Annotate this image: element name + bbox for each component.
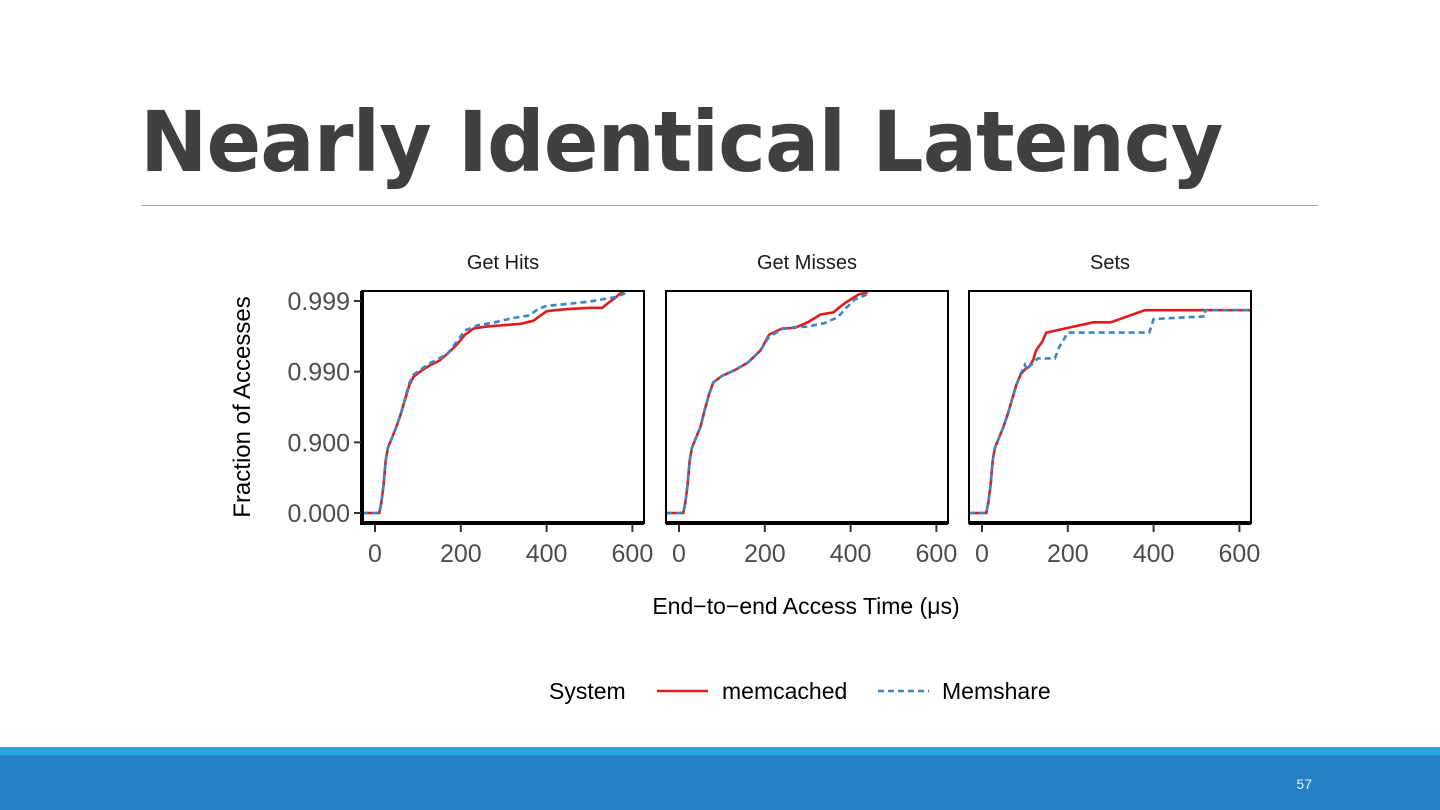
y-tick-label: 0.999 [287,288,350,316]
x-tick-label: 400 [526,540,568,568]
legend-title: System [549,678,626,704]
x-tick-label: 200 [1047,540,1089,568]
title-divider [141,205,1318,206]
series-line-memshare [666,292,869,515]
y-tick-label: 0.990 [287,359,350,387]
y-tick-label: 0.000 [287,500,350,528]
slide-number: 57 [1296,776,1312,792]
x-tick-label: 200 [440,540,482,568]
panel-0: Get Hits 0 200 400 600 0.000 0.900 0.990 0.999 [287,252,653,568]
x-tick-label: 600 [916,540,958,568]
y-tick-label: 0.900 [287,429,350,457]
x-tick-label: 0 [368,540,382,568]
x-tick-label: 400 [830,540,872,568]
panel-2: Sets 0 200 400 600 [968,252,1261,568]
panel-border [968,290,1252,524]
x-axis-label: End−to−end Access Time (μs) [652,593,959,619]
x-tick-label: 600 [612,540,654,568]
legend-label-memshare: Memshare [942,678,1051,704]
series-line-memcached [666,291,869,515]
panel-title: Get Hits [467,252,539,274]
panel-1: Get Misses 0 200 400 600 [665,252,958,568]
series-line-memshare [969,308,1251,515]
panel-title: Get Misses [757,252,857,274]
y-axis-label: Fraction of Accesses [229,296,256,517]
x-tick-label: 400 [1133,540,1175,568]
legend: System memcached Memshare [549,678,1051,704]
footer-bar [0,755,1440,810]
series-line-memshare [362,291,629,515]
x-tick-label: 200 [744,540,786,568]
series-line-memcached [969,308,1251,515]
x-tick-label: 0 [975,540,989,568]
footer-accent-strip [0,747,1440,755]
x-tick-label: 600 [1219,540,1261,568]
legend-label-memcached: memcached [722,678,847,704]
slide-title: Nearly Identical Latency [140,93,1223,191]
x-tick-label: 0 [672,540,686,568]
series-line-memcached [362,291,626,515]
latency-cdf-chart: Fraction of Accesses End−to−end Access T… [229,252,1260,704]
panel-title: Sets [1090,252,1130,274]
